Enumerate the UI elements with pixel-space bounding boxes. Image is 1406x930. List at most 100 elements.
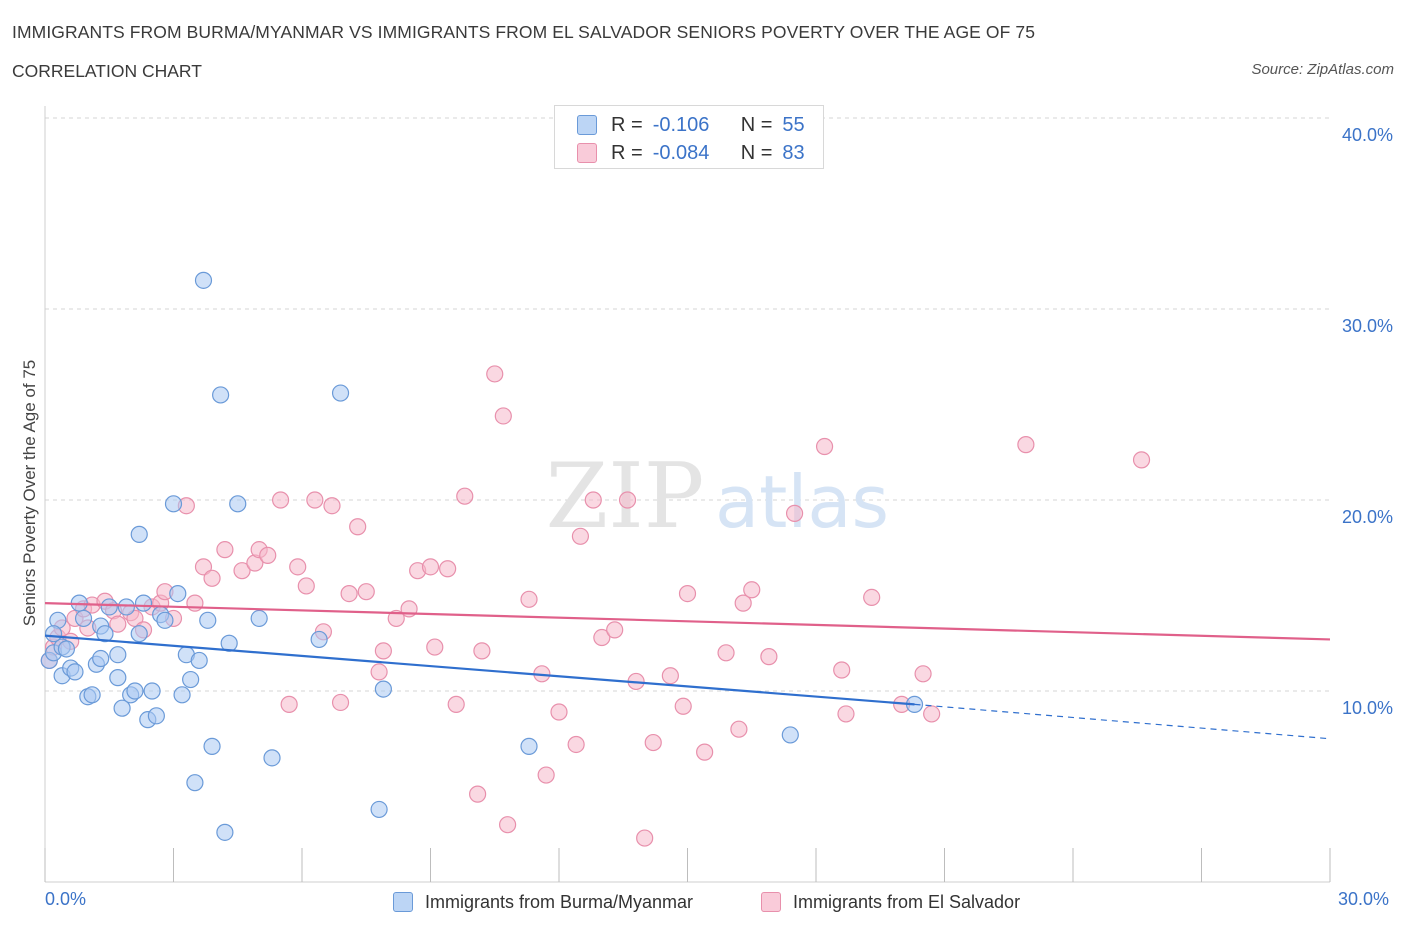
legend-n-value: 83: [782, 141, 805, 164]
el-salvador-point: [486, 365, 504, 383]
el-salvador-point: [785, 504, 804, 522]
y-tick-label: 30.0%: [1342, 316, 1393, 336]
y-axis-label: Seniors Poverty Over the Age of 75: [20, 359, 39, 627]
burma-point: [57, 640, 76, 658]
el-salvador-point: [340, 584, 358, 603]
el-salvador-point: [473, 642, 491, 660]
el-salvador-point: [349, 518, 367, 536]
el-salvador-point: [439, 560, 457, 578]
el-salvador-point: [494, 407, 512, 425]
el-salvador-point: [678, 584, 697, 603]
el-salvador-point: [289, 558, 307, 576]
el-salvador-point: [203, 569, 221, 587]
el-salvador-point: [584, 491, 602, 509]
legend-r-label: R =: [611, 141, 643, 164]
legend-swatch-el-salvador: [577, 143, 597, 163]
burma-point: [374, 680, 392, 698]
bottom-legend-burma: Immigrants from Burma/Myanmar: [393, 889, 693, 915]
axes: [44, 106, 1331, 883]
y-tick-label: 40.0%: [1342, 125, 1393, 145]
el-salvador-point: [1017, 436, 1035, 454]
el-salvador-point: [194, 558, 213, 576]
el-salvador-point: [837, 705, 855, 723]
burma-trend-line-extension: [914, 703, 1331, 740]
chart-title: IMMIGRANTS FROM BURMA/MYANMAR VS IMMIGRA…: [12, 22, 1036, 42]
burma-point: [331, 384, 350, 402]
burma-point: [194, 271, 213, 289]
source-label: Source: ZipAtlas.com: [1251, 61, 1394, 78]
el-salvador-point: [618, 491, 637, 509]
y-tick-label: 20.0%: [1342, 507, 1393, 527]
el-salvador-point: [537, 766, 555, 784]
el-salvador-point: [567, 735, 585, 754]
burma-point: [126, 682, 144, 700]
legend-n-label: N =: [740, 113, 773, 136]
x-tick-label-min: 0.0%: [45, 889, 87, 909]
el-salvador-point: [426, 638, 444, 656]
el-salvador-point: [306, 491, 324, 509]
burma-point: [199, 611, 217, 629]
legend-r-value: -0.106: [652, 113, 710, 136]
bottom-legend-swatch-burma: [393, 892, 413, 912]
burma-point: [190, 651, 208, 670]
correlation-legend: R = -0.106 N = 55 R = -0.084 N = 83: [554, 105, 824, 169]
burma-point: [134, 594, 153, 612]
burma-point: [100, 598, 118, 616]
burma-point: [156, 611, 174, 629]
burma-point: [173, 686, 191, 704]
el-salvador-point: [520, 590, 538, 608]
el-salvador-point: [734, 594, 752, 612]
burma-point: [781, 726, 799, 744]
burma-point: [130, 625, 148, 643]
y-tick-label: 10.0%: [1342, 698, 1393, 718]
el-salvador-point: [593, 628, 611, 647]
legend-swatch-burma: [577, 115, 597, 135]
el-salvador-point: [357, 583, 375, 601]
burma-point: [263, 749, 281, 767]
el-salvador-point: [550, 703, 568, 721]
watermark-atlas: atlas: [715, 460, 889, 544]
burma-point: [130, 525, 148, 543]
el-salvador-point: [730, 720, 748, 738]
el-salvador-point: [863, 588, 881, 607]
el-salvador-point: [743, 581, 761, 599]
burma-point: [74, 609, 93, 628]
legend-r-value: -0.084: [652, 141, 710, 164]
burma-trend-line: [44, 634, 915, 706]
burma-point: [370, 800, 388, 819]
el-salvador-point: [323, 497, 341, 515]
el-salvador-point: [833, 661, 851, 679]
burma-point: [109, 669, 127, 687]
el-salvador-point: [456, 487, 474, 505]
el-salvador-point: [216, 541, 234, 559]
burma-point: [66, 663, 84, 681]
el-salvador-point: [815, 437, 834, 456]
x-tick-label-max: 30.0%: [1338, 889, 1390, 909]
el-salvador-point: [271, 491, 290, 509]
bottom-legend-el-salvador: Immigrants from El Salvador: [761, 889, 1020, 915]
burma-point: [96, 625, 114, 643]
el-salvador-point: [717, 644, 735, 662]
burma-point: [182, 670, 200, 689]
el-salvador-point: [387, 609, 405, 628]
el-salvador-point: [447, 695, 465, 713]
series-el-salvador-points: [40, 365, 1151, 847]
legend-r-label: R =: [611, 113, 643, 136]
burma-point: [250, 609, 268, 628]
burma-point: [310, 630, 328, 649]
el-salvador-point: [571, 527, 590, 545]
el-salvador-point: [370, 663, 388, 681]
burma-point: [92, 649, 110, 668]
el-salvador-point: [186, 594, 204, 612]
burma-point: [216, 823, 234, 841]
y-tick-labels: 10.0% 20.0% 30.0% 40.0%: [1342, 125, 1393, 718]
el-salvador-point: [696, 743, 714, 761]
el-salvador-point: [499, 816, 517, 834]
el-salvador-point: [109, 615, 127, 633]
burma-point: [520, 737, 538, 755]
el-salvador-point: [636, 829, 654, 847]
legend-n-value: 55: [782, 113, 805, 136]
el-salvador-trend-line: [44, 602, 1331, 641]
burma-point: [229, 495, 247, 513]
burma-point: [212, 386, 230, 404]
